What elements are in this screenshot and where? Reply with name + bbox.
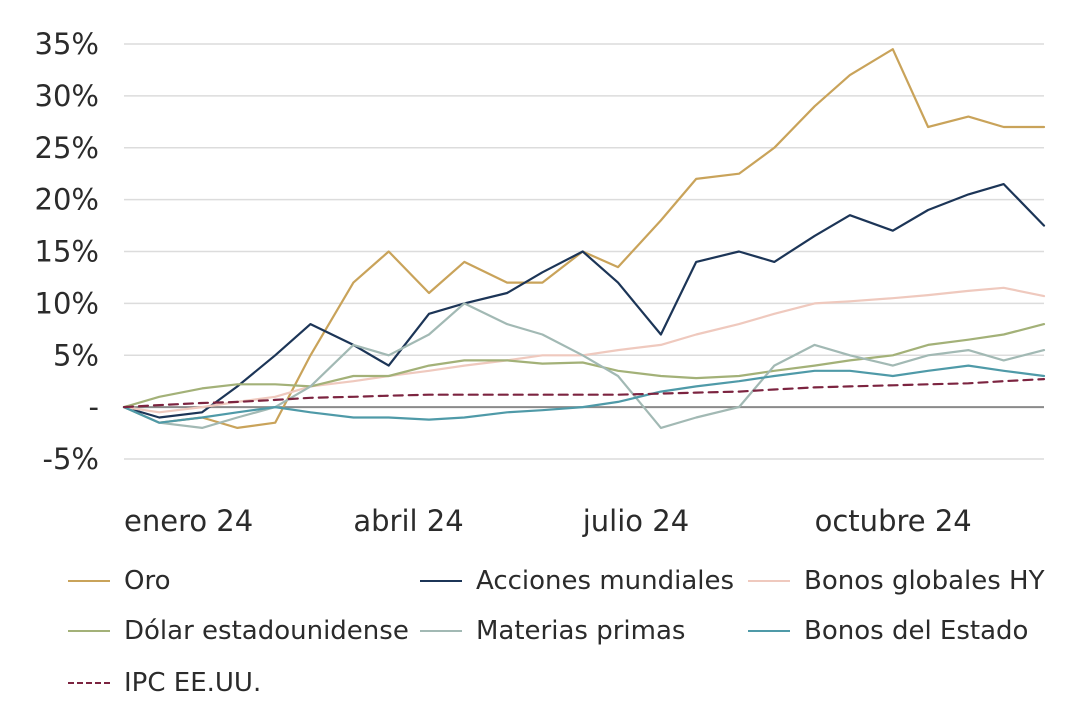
legend-label-materias-primas: Materias primas <box>476 616 686 646</box>
series-line-2 <box>122 286 1046 414</box>
y-tick-label: 30% <box>35 79 99 113</box>
x-tick-label: enero 24 <box>124 504 253 538</box>
legend-label-bonos-del-estado: Bonos del Estado <box>804 616 1029 646</box>
legend-swatch-bonos-del-estado <box>748 630 790 632</box>
y-tick-label: -5% <box>43 442 99 476</box>
series-lines <box>122 48 1046 429</box>
x-axis-ticks: enero 24 abril 24 julio 24 octubre 24 <box>124 504 972 538</box>
y-tick-label: 20% <box>35 183 99 217</box>
y-tick-label: 25% <box>35 131 99 165</box>
legend-label-dolar-estadounidense: Dólar estadounidense <box>124 616 409 646</box>
x-tick-label: julio 24 <box>582 504 689 538</box>
legend-label-oro: Oro <box>124 566 171 596</box>
legend-item-bonos-del-estado: Bonos del Estado <box>748 616 1028 646</box>
legend-swatch-dolar-estadounidense <box>68 630 110 632</box>
series-line-6 <box>122 378 1046 409</box>
legend-swatch-oro <box>68 580 110 582</box>
x-tick-label: abril 24 <box>353 504 463 538</box>
legend-item-materias-primas: Materias primas <box>420 616 685 646</box>
legend-item-acciones-mundiales: Acciones mundiales <box>420 566 734 596</box>
y-tick-label: 10% <box>35 286 99 320</box>
y-tick-label: 35% <box>35 27 99 61</box>
legend-swatch-acciones-mundiales <box>420 580 462 582</box>
y-axis-ticks: 35% 30% 25% 20% 15% 10% 5% - -5% <box>35 27 99 476</box>
legend-label-acciones-mundiales: Acciones mundiales <box>476 566 735 596</box>
series-line-1 <box>122 183 1046 419</box>
legend-item-oro: Oro <box>68 566 171 596</box>
legend-swatch-bonos-globales-hy <box>748 580 790 582</box>
legend-label-bonos-globales-hy: Bonos globales HY <box>804 566 1045 596</box>
legend-item-bonos-globales-hy: Bonos globales HY <box>748 566 1044 596</box>
y-tick-label: 15% <box>35 235 99 269</box>
line-chart: 35% 30% 25% 20% 15% 10% 5% - -5% enero 24 abril 2… <box>35 27 1046 538</box>
series-line-0 <box>122 48 1046 429</box>
series-line-3 <box>122 323 1046 409</box>
legend-swatch-materias-primas <box>420 630 462 632</box>
legend-item-ipc-eeuu: IPC EE.UU. <box>68 668 261 698</box>
y-tick-label: - <box>89 390 99 424</box>
y-tick-label: 5% <box>53 338 99 372</box>
x-tick-label: octubre 24 <box>815 504 972 538</box>
legend-swatch-ipc-eeuu <box>68 682 110 684</box>
legend-item-dolar-estadounidense: Dólar estadounidense <box>68 616 409 646</box>
legend-label-ipc-eeuu: IPC EE.UU. <box>124 668 262 698</box>
series-line-5 <box>122 364 1046 424</box>
